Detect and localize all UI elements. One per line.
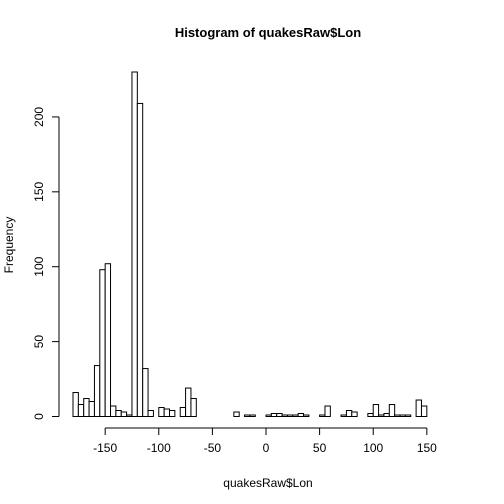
x-axis-label: quakesRaw$Lon [223,476,312,490]
histogram-bar [136,102,144,417]
y-tick-label: 100 [32,256,46,276]
histogram-bar [420,405,428,418]
histogram-bar [190,398,197,418]
x-tick-label: 0 [263,441,270,455]
x-tick-label: -100 [147,441,171,455]
histogram-bar [378,414,385,417]
histogram-bar [120,411,128,418]
histogram-bar [169,410,176,418]
histogram-bar [99,269,106,417]
histogram-bar [158,407,165,417]
histogram-bar [286,414,294,417]
x-tick-label: 50 [313,441,327,455]
y-axis-label: Frequency [2,217,16,274]
y-tick-label: 50 [32,335,46,349]
histogram-bar [142,368,149,418]
histogram-bar [179,407,187,417]
histogram-bar [281,414,288,417]
histogram-bar [244,414,251,417]
histogram-bar [394,414,401,417]
y-tick-label: 0 [32,413,46,420]
histogram-bar [110,405,117,418]
histogram-bar [404,414,412,417]
histogram-bar [233,411,240,418]
histogram-bar [340,414,347,417]
histogram-bar [72,392,79,418]
histogram-bar [104,263,112,417]
y-tick-label: 150 [32,181,46,201]
histogram-bar [147,410,154,418]
histogram-bar [383,413,390,417]
histogram-bar [388,404,396,418]
y-axis: 0 50 100 150 200 [32,107,60,420]
histogram-bar [303,414,310,417]
histogram-bar [270,413,278,417]
x-tick-label: -50 [204,441,222,455]
histogram-bar [131,71,138,417]
histogram-bar [83,398,90,418]
chart-title: Histogram of quakesRaw$Lon [175,25,361,40]
y-tick-label: 200 [32,107,46,127]
histogram-bar [185,387,192,417]
histogram-bar [351,411,358,418]
histogram-bar [115,410,122,418]
histogram-bar [163,408,170,417]
histogram-bar [77,404,85,418]
histogram-bar [249,414,256,417]
x-tick-label: 150 [417,441,437,455]
x-axis: -150 -100 -50 0 50 100 150 [93,427,437,455]
histogram-bar [265,414,272,417]
histogram-bar [297,413,305,417]
histogram-bar [415,399,422,418]
x-tick-label: 100 [363,441,383,455]
histogram-bar [126,414,133,417]
histogram-bar [324,405,331,418]
histogram-bar [345,410,353,418]
histogram-bar [292,414,299,417]
histogram-bar [399,414,406,417]
histogram-bar [93,365,101,417]
bars-group [72,71,428,418]
histogram-bar [372,404,380,418]
histogram-bar [319,414,326,417]
histogram-bar [88,401,95,417]
x-tick-label: -150 [93,441,117,455]
histogram-bar [276,413,283,417]
histogram-bar [367,413,374,417]
